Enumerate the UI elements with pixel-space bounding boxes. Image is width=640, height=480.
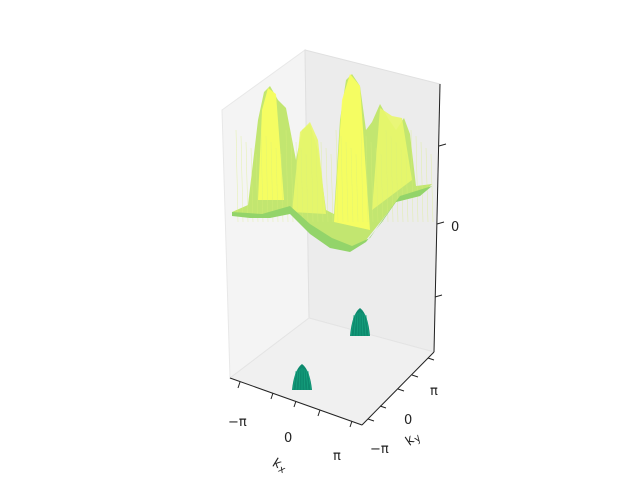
upper-band-mesh-line xyxy=(320,141,324,223)
lower-band-mesh-line xyxy=(365,314,370,337)
upper-band-mesh-line xyxy=(240,135,244,223)
lower-band-mesh-line xyxy=(305,369,309,391)
lower-band-mesh-line xyxy=(295,369,299,391)
upper-band-mesh-line xyxy=(400,147,404,223)
upper-band-mesh-line xyxy=(265,135,269,223)
upper-band-mesh-line xyxy=(340,135,344,223)
upper-band-mesh-line xyxy=(330,153,334,223)
upper-band-mesh-line xyxy=(335,129,339,223)
upper-band-mesh-line xyxy=(430,153,434,223)
upper-band-mesh-line xyxy=(250,147,254,223)
upper-band-mesh-line xyxy=(360,129,364,223)
y-ticks xyxy=(367,357,435,422)
y-tick-label-2: π xyxy=(430,384,438,399)
z-axis-line xyxy=(433,83,441,353)
lower-band-mesh-line xyxy=(292,370,297,391)
lower-band-mesh-line xyxy=(356,312,359,337)
upper-band-mesh-line xyxy=(295,141,299,223)
upper-band-mesh-line xyxy=(395,141,399,223)
upper-band-mesh-line xyxy=(270,141,274,223)
x-ticks xyxy=(237,381,353,428)
upper-band-mesh-line xyxy=(305,153,309,223)
upper-band-mesh-line xyxy=(385,129,389,223)
upper-band-mesh-line xyxy=(410,129,414,223)
x-tick-label-2: π xyxy=(333,449,341,464)
upper-band-skirt xyxy=(232,186,432,252)
y-tick-label-0: −π xyxy=(370,442,389,457)
upper-band-mesh-line xyxy=(355,153,359,223)
upper-band-mesh-line xyxy=(380,153,384,223)
x-tick-label-0: −π xyxy=(228,415,247,430)
upper-band-mesh-line xyxy=(365,135,369,223)
lower-band-mesh-line xyxy=(361,312,364,337)
upper-band-mesh-line xyxy=(245,141,249,223)
upper-band-surface xyxy=(232,74,434,252)
upper-band-mesh-line xyxy=(345,141,349,223)
upper-band-mesh-line xyxy=(375,147,379,223)
y-tick-label-1: 0 xyxy=(404,413,412,428)
upper-band-mesh-line xyxy=(325,147,329,223)
upper-band-mesh-line xyxy=(235,129,239,223)
upper-band-mesh-line xyxy=(310,129,314,223)
upper-band-mesh-line xyxy=(425,147,429,223)
upper-band-mesh-line xyxy=(350,147,354,223)
lower-band-mesh-line xyxy=(303,368,306,391)
lower-band-surface xyxy=(292,308,370,391)
upper-band-mesh-line xyxy=(260,129,264,223)
upper-band-mesh-line xyxy=(290,135,294,223)
upper-band-mesh-line xyxy=(300,147,304,223)
lower-band-mesh-line xyxy=(350,314,355,337)
y-axis-line xyxy=(361,351,435,426)
upper-band-mesh-line xyxy=(420,141,424,223)
upper-band-mesh-line xyxy=(315,135,319,223)
upper-band-mesh-line xyxy=(255,153,259,223)
upper-band-peak xyxy=(334,74,370,230)
y-axis-label: ky xyxy=(402,428,424,450)
upper-band-mesh-line xyxy=(390,135,394,223)
x-tick-label-1: 0 xyxy=(284,431,292,446)
upper-band-mesh-line xyxy=(370,141,374,223)
lower-band-mesh-line xyxy=(307,370,312,391)
lower-band-mesh-line xyxy=(298,368,301,391)
upper-band-mesh-line xyxy=(405,153,409,223)
upper-band-mesh-line xyxy=(415,135,419,223)
z-ticks xyxy=(434,143,447,298)
z-tick-label-0: 0 xyxy=(451,220,459,235)
lower-band-mesh-line xyxy=(353,313,357,337)
lower-band-mesh-line xyxy=(363,313,367,337)
x-axis-label: kx xyxy=(270,456,289,477)
